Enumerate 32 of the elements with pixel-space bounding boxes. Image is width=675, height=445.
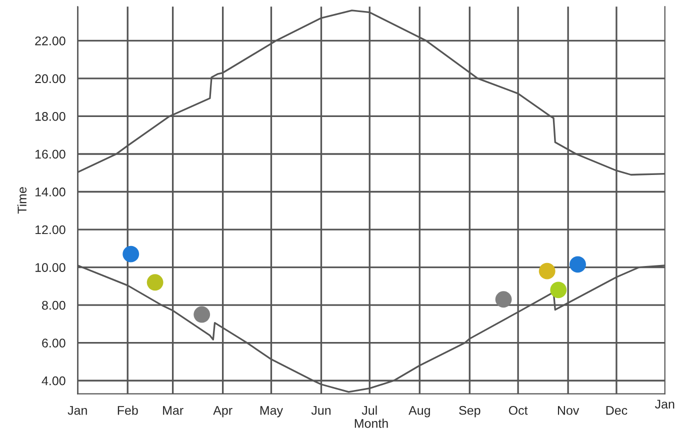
x-tick-label: Apr (213, 406, 232, 418)
y-tick-label: 4.00 (42, 376, 66, 386)
text: Jan (654, 400, 674, 409)
x-tick-label: Oct (508, 406, 528, 415)
x-tick-label: Sep (459, 406, 480, 418)
y-tick-label: 18.00 (35, 112, 66, 121)
y-axis-title: Time (17, 187, 27, 214)
x-tick-label: Feb (118, 406, 138, 415)
x-axis-title: Month (354, 418, 388, 428)
y-tick-label: 14.00 (35, 188, 66, 196)
y-tick-label: 22.00 (35, 36, 66, 46)
point (550, 282, 567, 298)
point (495, 291, 512, 308)
y-tick-label: 6.00 (42, 338, 66, 348)
x-tick-label: Dec (606, 406, 628, 415)
x-tick-label: Jul (362, 406, 377, 415)
point (194, 306, 210, 323)
point (122, 246, 140, 262)
x-tick-label: Jan (68, 406, 87, 415)
y-tick-label: 16.00 (35, 150, 66, 159)
x-tick-label: May (260, 406, 284, 418)
y-tick-label: 10.00 (35, 263, 66, 272)
point (146, 274, 164, 291)
point (538, 262, 556, 280)
y-tick-label: 8.00 (42, 300, 66, 310)
x-tick-label: Nov (558, 406, 580, 415)
y-tick-label: 20.00 (35, 74, 66, 84)
point (570, 256, 586, 273)
x-tick-label: Aug (408, 406, 430, 418)
x-tick-label: Mar (163, 406, 184, 415)
y-tick-label: 12.00 (35, 225, 66, 234)
x-tick-label: Jun (311, 406, 331, 415)
